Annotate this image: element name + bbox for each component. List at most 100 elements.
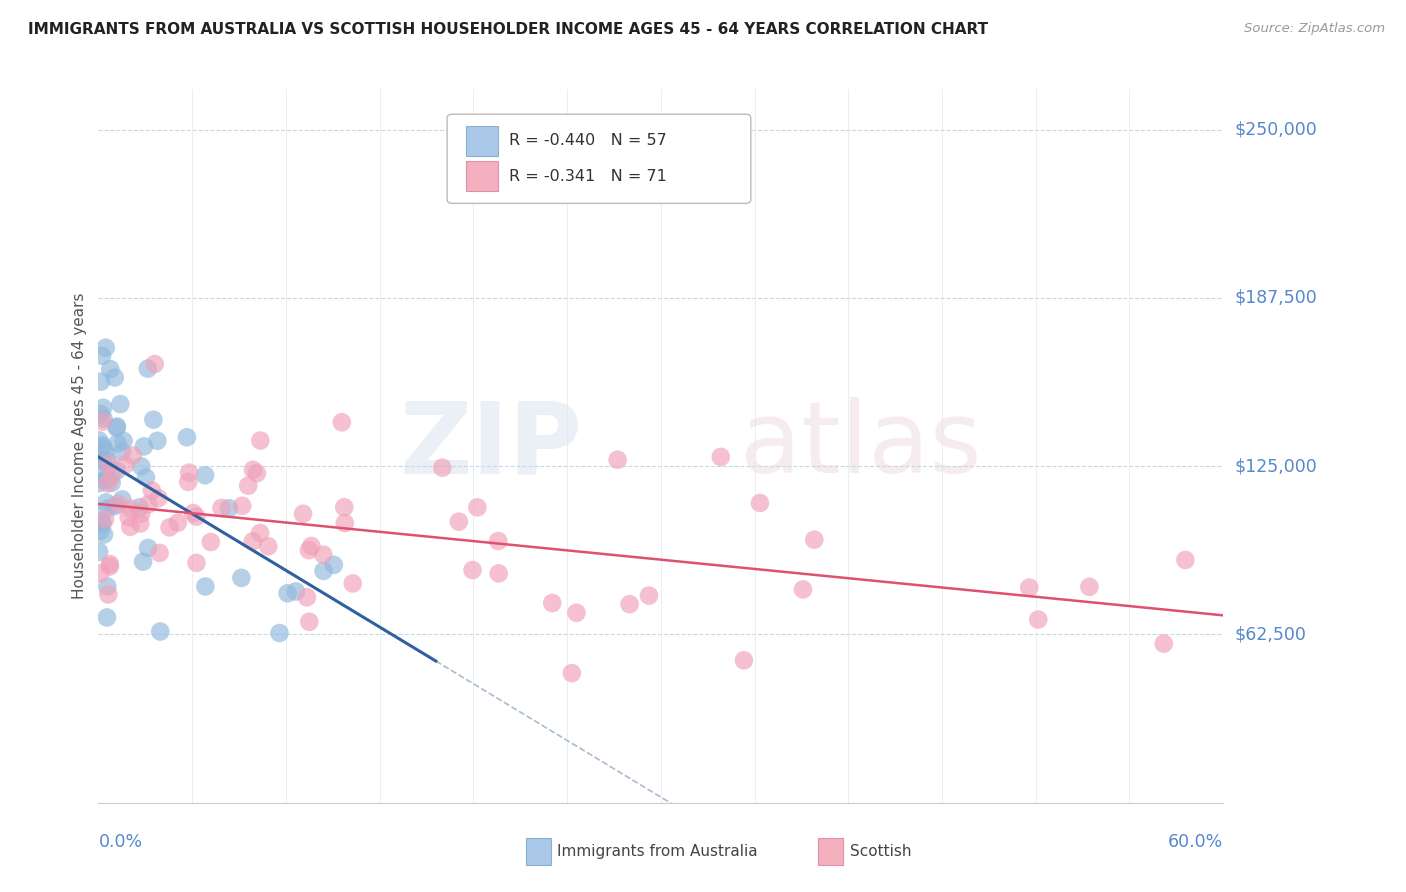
- Point: [1026, 613, 1049, 627]
- Point: [87, 545, 110, 559]
- Bar: [818, 838, 844, 865]
- Point: [211, 500, 233, 515]
- Point: [461, 563, 484, 577]
- Point: [118, 510, 141, 524]
- Point: [298, 543, 321, 558]
- Point: [606, 452, 628, 467]
- Point: [90, 407, 112, 421]
- Point: [93, 441, 115, 455]
- Point: [114, 458, 136, 472]
- Text: ZIP: ZIP: [399, 398, 582, 494]
- Text: R = -0.341   N = 71: R = -0.341 N = 71: [509, 169, 666, 184]
- Point: [242, 463, 264, 477]
- FancyBboxPatch shape: [447, 114, 751, 203]
- Point: [432, 460, 454, 475]
- Point: [1018, 581, 1040, 595]
- Point: [132, 439, 155, 453]
- Point: [112, 434, 135, 448]
- Point: [333, 516, 356, 530]
- Point: [333, 500, 356, 515]
- Point: [149, 624, 172, 639]
- Point: [97, 457, 120, 471]
- Bar: [467, 161, 498, 191]
- Point: [120, 520, 142, 534]
- Point: [91, 349, 114, 363]
- Point: [148, 491, 170, 506]
- Point: [89, 566, 111, 581]
- Point: [488, 566, 510, 581]
- Point: [129, 507, 152, 521]
- Point: [200, 535, 222, 549]
- Point: [638, 589, 661, 603]
- Point: [194, 579, 217, 593]
- Point: [105, 464, 128, 478]
- Point: [312, 564, 335, 578]
- Text: IMMIGRANTS FROM AUSTRALIA VS SCOTTISH HOUSEHOLDER INCOME AGES 45 - 64 YEARS CORR: IMMIGRANTS FROM AUSTRALIA VS SCOTTISH HO…: [28, 22, 988, 37]
- Point: [136, 541, 159, 555]
- Point: [249, 525, 271, 540]
- Point: [792, 582, 814, 597]
- Point: [194, 468, 217, 483]
- Point: [277, 586, 299, 600]
- Point: [748, 496, 770, 510]
- Point: [619, 597, 641, 611]
- Point: [97, 472, 120, 486]
- Point: [121, 449, 143, 463]
- Point: [561, 666, 583, 681]
- Point: [98, 557, 121, 571]
- Point: [90, 514, 112, 528]
- Point: [136, 497, 159, 511]
- Point: [238, 479, 260, 493]
- Point: [285, 584, 308, 599]
- Point: [94, 495, 117, 509]
- Point: [166, 516, 188, 530]
- Point: [298, 615, 321, 629]
- Text: Scottish: Scottish: [849, 844, 911, 859]
- Text: Source: ZipAtlas.com: Source: ZipAtlas.com: [1244, 22, 1385, 36]
- Point: [257, 540, 280, 554]
- Point: [94, 445, 117, 459]
- Point: [96, 453, 118, 467]
- Text: R = -0.440   N = 57: R = -0.440 N = 57: [509, 133, 666, 148]
- Text: $62,500: $62,500: [1234, 625, 1306, 643]
- Point: [179, 466, 201, 480]
- Point: [733, 653, 755, 667]
- Point: [98, 362, 121, 376]
- Point: [176, 430, 198, 444]
- Point: [141, 483, 163, 498]
- Point: [129, 459, 152, 474]
- Text: $187,500: $187,500: [1234, 289, 1317, 307]
- Point: [541, 596, 564, 610]
- Point: [93, 411, 115, 425]
- Point: [90, 375, 112, 389]
- Point: [299, 539, 322, 553]
- Point: [91, 516, 114, 531]
- Point: [342, 576, 364, 591]
- Point: [87, 461, 110, 475]
- Point: [1174, 553, 1197, 567]
- Point: [120, 501, 142, 516]
- Point: [129, 516, 152, 531]
- Point: [135, 470, 157, 484]
- Point: [231, 499, 253, 513]
- Point: [249, 434, 271, 448]
- Point: [91, 454, 114, 468]
- Point: [149, 546, 172, 560]
- Point: [89, 524, 111, 538]
- Point: [107, 497, 129, 511]
- Point: [93, 527, 115, 541]
- Text: atlas: atlas: [740, 398, 981, 494]
- Y-axis label: Householder Income Ages 45 - 64 years: Householder Income Ages 45 - 64 years: [72, 293, 87, 599]
- Point: [710, 450, 733, 464]
- Point: [111, 444, 134, 458]
- Point: [87, 476, 110, 491]
- Bar: [526, 838, 551, 865]
- Point: [110, 397, 132, 411]
- Point: [104, 499, 127, 513]
- Point: [143, 357, 166, 371]
- Point: [89, 434, 111, 448]
- Point: [100, 475, 122, 490]
- Point: [246, 467, 269, 481]
- Point: [136, 361, 159, 376]
- Point: [96, 501, 118, 516]
